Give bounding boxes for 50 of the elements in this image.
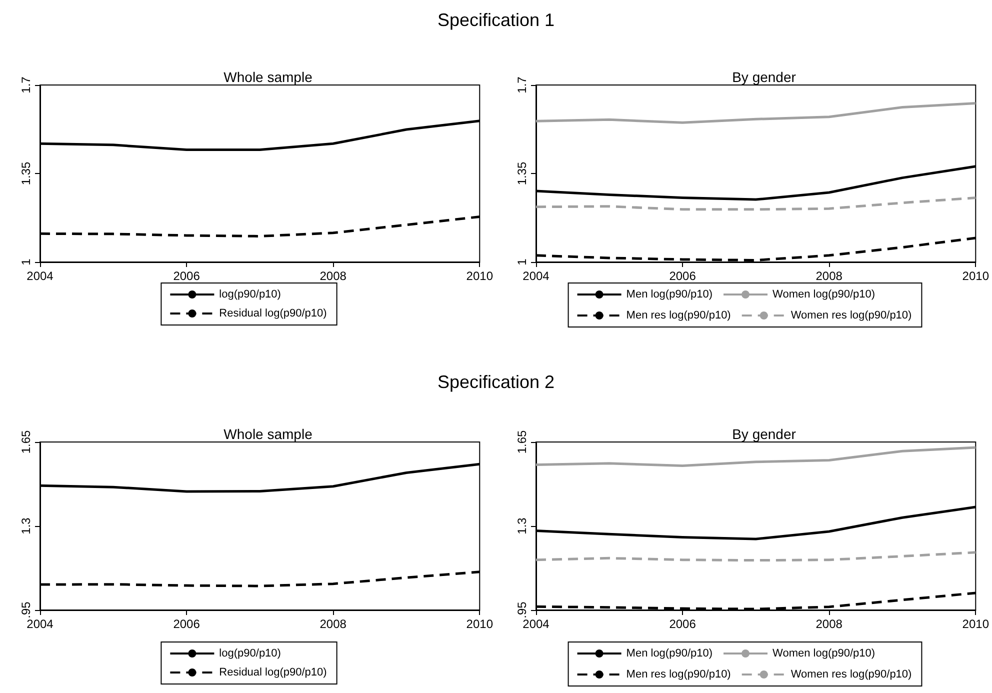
legend-label: Men res log(p90/p10) [626, 310, 731, 322]
legend-label: Residual log(p90/p10) [219, 308, 327, 320]
y-tick-label: 1.65 [19, 430, 33, 454]
x-tick-label: 2010 [962, 269, 990, 283]
chart-title: By gender [732, 426, 796, 442]
x-tick-label: 2006 [173, 269, 200, 283]
text: Specification 1 [436, 10, 556, 31]
x-tick-label: 2008 [816, 269, 843, 283]
chart-title: Whole sample [224, 69, 313, 85]
y-tick-label: 1.3 [515, 517, 529, 534]
line-series [534, 446, 977, 468]
line-series [534, 102, 977, 124]
y-tick-label: 1.7 [19, 76, 33, 94]
x-tick-label: 2006 [669, 269, 696, 283]
y-tick-label: 1.7 [515, 76, 529, 94]
y-tick-label: 1.65 [515, 430, 529, 454]
y-tick-label: 1 [515, 258, 529, 266]
legend-label: Women log(p90/p10) [772, 288, 876, 300]
x-tick-label: 2004 [522, 617, 550, 631]
legend-label: Women res log(p90/p10) [790, 668, 912, 680]
text: Specification 2 [436, 372, 556, 393]
legend-label: log(p90/p10) [219, 648, 281, 660]
x-tick-label: 2006 [173, 617, 200, 631]
y-tick-label: 1.3 [19, 517, 33, 534]
legend-label: Residual log(p90/p10) [219, 666, 327, 678]
line-series [534, 196, 977, 211]
chart-title: Whole sample [224, 426, 313, 442]
legend-label: Men log(p90/p10) [626, 288, 713, 300]
x-tick-label: 2008 [816, 617, 843, 631]
y-tick-label: 1.35 [515, 162, 529, 186]
chart-title: By gender [732, 69, 796, 85]
y-tick-label: 1.35 [19, 162, 33, 186]
x-tick-label: 2010 [466, 617, 494, 631]
x-tick-label: 2008 [320, 617, 347, 631]
x-tick-label: 2010 [962, 617, 990, 631]
x-tick-label: 2004 [522, 269, 550, 283]
line-series [534, 551, 977, 562]
legend-label: Men log(p90/p10) [626, 648, 713, 660]
x-tick-label: 2004 [26, 269, 54, 283]
legend-label: Women log(p90/p10) [772, 648, 876, 660]
x-tick-label: 2006 [669, 617, 696, 631]
y-tick-label: .95 [19, 601, 33, 618]
legend-label: Women res log(p90/p10) [790, 310, 912, 322]
y-tick-label: 1 [19, 258, 33, 266]
legend-label: Men res log(p90/p10) [626, 668, 731, 680]
x-tick-label: 2010 [466, 269, 494, 283]
legend-label: log(p90/p10) [219, 288, 281, 300]
y-tick-label: .95 [515, 601, 529, 618]
x-tick-label: 2008 [320, 269, 347, 283]
x-tick-label: 2004 [26, 617, 54, 631]
